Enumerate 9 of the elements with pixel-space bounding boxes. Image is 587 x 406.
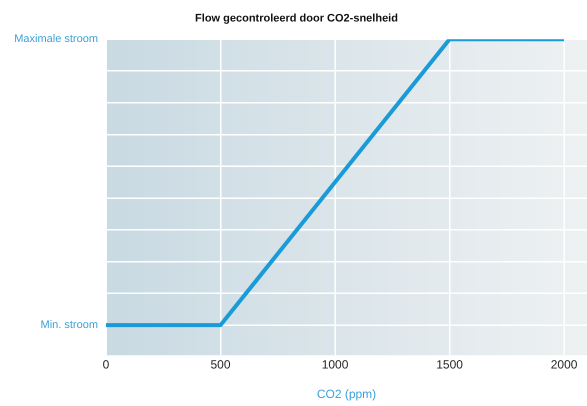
x-tick-label: 1000 <box>322 358 349 372</box>
x-tick-label: 500 <box>210 358 231 372</box>
x-tick-label: 0 <box>102 358 110 372</box>
chart-title: Flow gecontroleerd door CO2-snelheid <box>195 12 398 25</box>
x-tick-label: 1500 <box>436 358 464 372</box>
x-tick-label: 2000 <box>550 358 578 372</box>
text: Min. stroom <box>40 319 98 332</box>
text: Maximale stroom <box>14 33 98 46</box>
x-axis-title: CO2 (ppm) <box>316 387 376 402</box>
